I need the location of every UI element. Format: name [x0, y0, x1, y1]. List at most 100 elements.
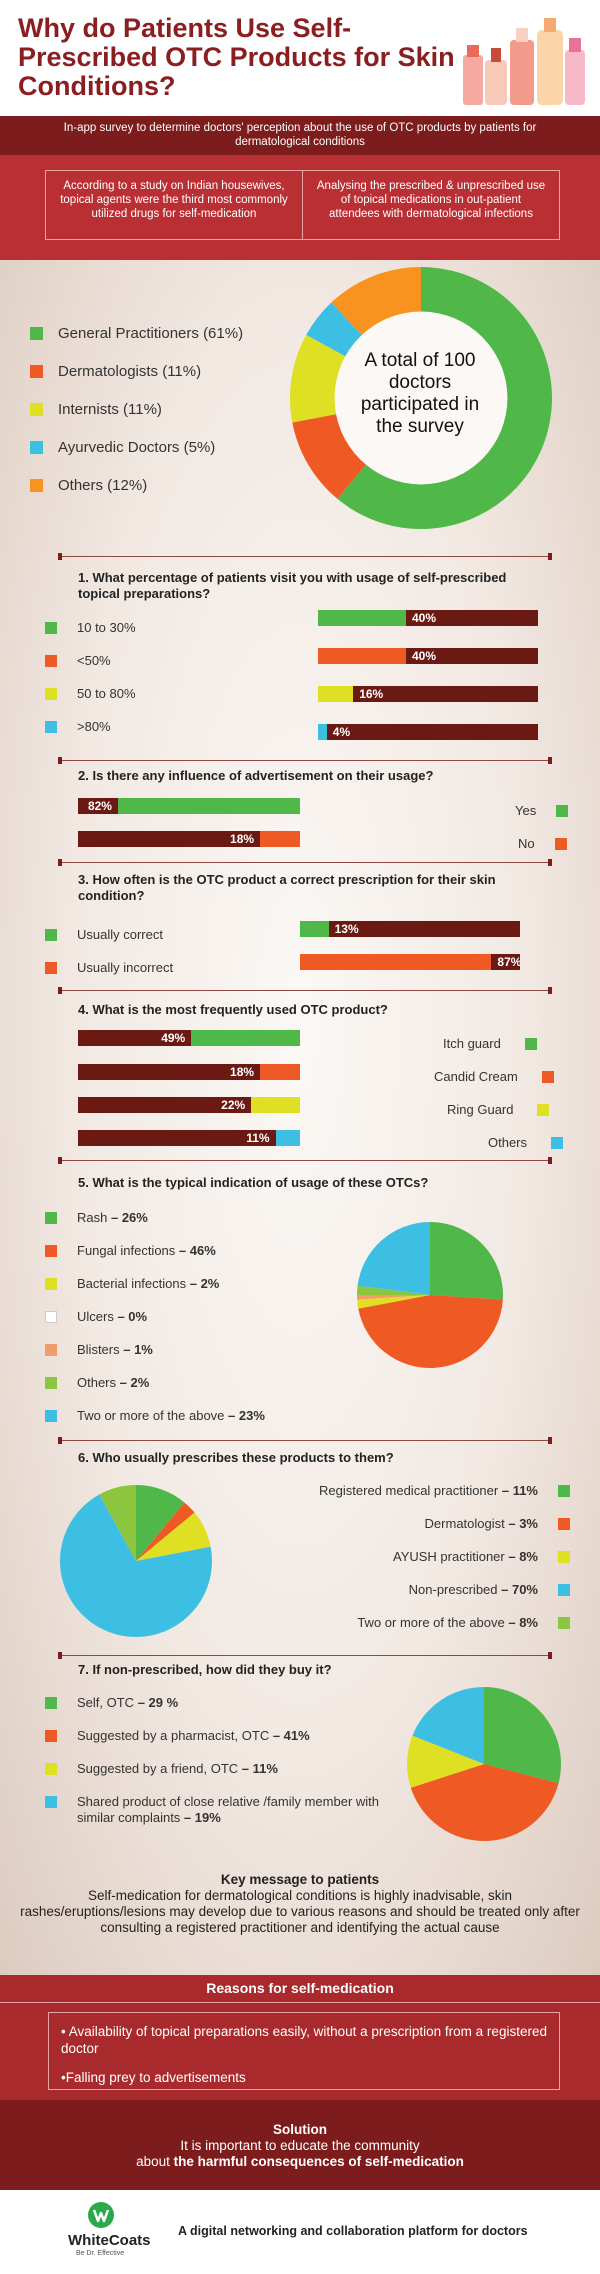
study-box: According to a study on Indian housewive… [45, 170, 560, 240]
q5-legend-item: Two or more of the above – 23% [45, 1408, 265, 1424]
separator [58, 757, 552, 764]
q7-legend-value: – 41% [269, 1728, 310, 1743]
legend-item: Ayurvedic Doctors (5%) [30, 439, 215, 456]
q7-legend-item: Suggested by a pharmacist, OTC – 41% [45, 1728, 397, 1744]
q4-bar-fill [191, 1030, 300, 1046]
q1-value-label: 4% [328, 725, 355, 739]
q6-legend-label: Non-prescribed – 70% [409, 1582, 538, 1598]
page-title: Why do Patients Use Self-Prescribed OTC … [18, 13, 455, 101]
q6-legend-value: – 8% [504, 1549, 538, 1564]
donut-center-text: A total of 100 doctors participated in t… [360, 350, 480, 437]
legend-label: General Practitioners (61%) [58, 325, 244, 342]
q2-value-label: 18% [226, 832, 259, 846]
q5-legend-label: Ulcers – 0% [77, 1309, 147, 1325]
q5-slice [357, 1285, 430, 1295]
q6-legend-category: AYUSH practitioner [393, 1549, 505, 1564]
q4-bar: 11% [78, 1130, 300, 1146]
reasons-section [0, 1975, 600, 2100]
q6-legend-item: Two or more of the above – 8% [357, 1615, 570, 1631]
q5-slice [357, 1295, 430, 1309]
q6-legend-swatch [558, 1551, 570, 1563]
q5-legend-label: Blisters – 1% [77, 1342, 153, 1358]
q5-legend-swatch [45, 1245, 57, 1257]
q6-legend-label: Registered medical practitioner – 11% [319, 1483, 538, 1499]
key-message-title: Key message to patients [220, 1872, 380, 1887]
q7-legend-label: Suggested by a pharmacist, OTC – 41% [77, 1728, 397, 1744]
q5-legend-swatch [45, 1377, 57, 1389]
q7-legend-category: Suggested by a friend, OTC [77, 1761, 239, 1776]
q1-swatch [45, 720, 57, 733]
q3-swatch [45, 928, 57, 941]
q5-legend-swatch [45, 1278, 57, 1290]
q7-legend-category: Shared product of close relative /family… [77, 1794, 380, 1825]
q5-slice [358, 1295, 503, 1368]
q7-legend-category: Self, OTC [77, 1695, 135, 1710]
q4-value-label: 22% [217, 1098, 250, 1112]
q5-legend-value: – 26% [107, 1210, 148, 1225]
q5-pie-chart [357, 1222, 503, 1368]
q4-row: Others [488, 1135, 564, 1150]
q4-value-label: 49% [157, 1031, 190, 1045]
separator [58, 1437, 552, 1444]
q7-pie-chart [407, 1687, 561, 1841]
q2-bar-fill [117, 798, 300, 814]
legend-item: Internists (11%) [30, 401, 162, 418]
donut-hole [334, 311, 508, 485]
q5-legend-item: Fungal infections – 46% [45, 1243, 216, 1259]
q5-legend-category: Two or more of the above [77, 1408, 225, 1423]
q6-legend-swatch [558, 1485, 570, 1497]
q3-bar: 87% [300, 954, 520, 970]
q5-legend-category: Bacterial infections [77, 1276, 187, 1291]
q6-legend-swatch [558, 1518, 570, 1530]
q6-legend-swatch [558, 1617, 570, 1629]
q5-legend-category: Blisters [77, 1342, 120, 1357]
cosmetic-bottles-icon [463, 18, 585, 105]
question-4-title: 4. What is the most frequently used OTC … [78, 1002, 388, 1017]
q6-legend-item: Registered medical practitioner – 11% [319, 1483, 570, 1499]
q7-legend-swatch [45, 1697, 57, 1709]
q6-legend-swatch [558, 1584, 570, 1596]
q2-swatch [554, 837, 567, 850]
q5-legend-label: Others – 2% [77, 1375, 149, 1391]
legend-item: General Practitioners (61%) [30, 325, 243, 342]
reasons-divider [0, 2002, 600, 2003]
q4-label: Itch guard [443, 1036, 501, 1051]
q1-value-label: 40% [408, 611, 441, 625]
question-7-title: 7. If non-prescribed, how did they buy i… [78, 1662, 332, 1677]
q4-bar-fill [260, 1064, 300, 1080]
q7-legend-swatch [45, 1730, 57, 1742]
q1-bar: 16% [318, 686, 538, 702]
study-right: Analysing the prescribed & unprescribed … [302, 171, 559, 239]
q7-legend-swatch [45, 1796, 57, 1808]
separator [58, 553, 552, 560]
q2-bar: 18% [78, 831, 300, 847]
q7-legend-category: Suggested by a pharmacist, OTC [77, 1728, 270, 1743]
separator [58, 1652, 552, 1659]
solution-line2: about the harmful consequences of self-m… [0, 2154, 600, 2170]
q3-swatch [45, 961, 57, 974]
q5-legend-value: – 23% [224, 1408, 265, 1423]
q7-slice [484, 1687, 561, 1784]
q5-legend-label: Rash – 26% [77, 1210, 148, 1226]
q5-legend-label: Bacterial infections – 2% [77, 1276, 219, 1292]
q6-legend-value: – 8% [504, 1615, 538, 1630]
q6-legend-value: – 3% [504, 1516, 538, 1531]
q4-bar: 49% [78, 1030, 300, 1046]
legend-label: Dermatologists (11%) [58, 363, 202, 380]
q1-row: >80% [45, 719, 111, 734]
q4-swatch [541, 1070, 554, 1083]
q5-legend-item: Ulcers – 0% [45, 1309, 147, 1325]
q5-legend-item: Others – 2% [45, 1375, 149, 1391]
q2-value-label: 82% [83, 799, 116, 813]
q4-bar-fill [275, 1130, 300, 1146]
q4-row: Ring Guard [447, 1102, 550, 1117]
q4-bar: 22% [78, 1097, 300, 1113]
q2-row: No [518, 836, 567, 851]
q1-bar: 40% [318, 610, 538, 626]
q6-slice [136, 1512, 211, 1561]
key-message: Key message to patients Self-medication … [20, 1872, 580, 1936]
legend-swatch [30, 479, 43, 492]
q5-legend-category: Fungal infections [77, 1243, 176, 1258]
q7-legend-label: Self, OTC – 29 % [77, 1695, 397, 1711]
q7-legend-item: Shared product of close relative /family… [45, 1794, 397, 1826]
